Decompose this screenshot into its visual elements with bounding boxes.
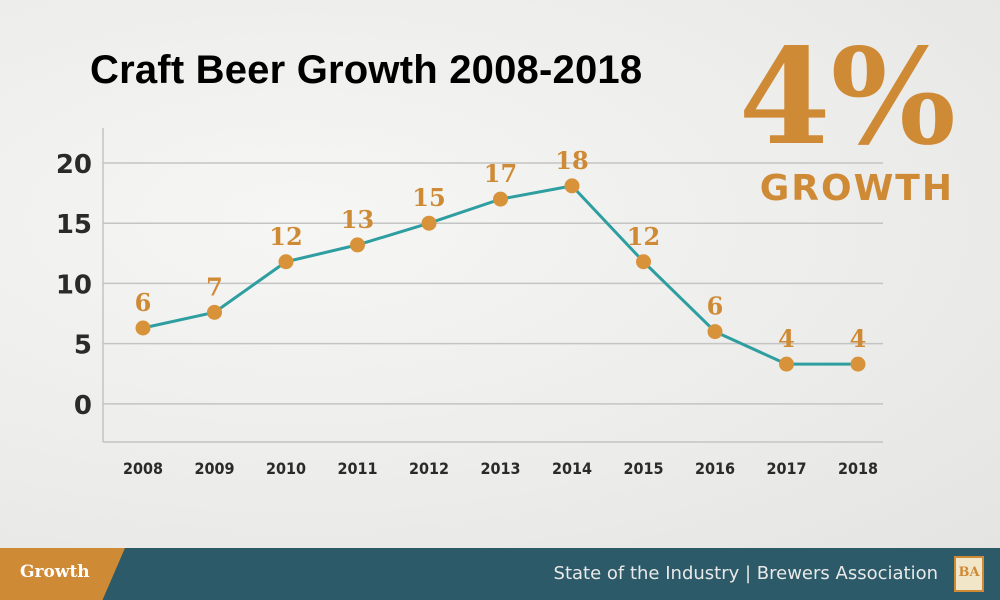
footer-credit: State of the Industry | Brewers Associat…	[553, 563, 938, 584]
data-point	[636, 254, 651, 270]
x-tick-label: 2015	[623, 459, 663, 478]
footer-bar: Growth State of the Industry | Brewers A…	[0, 548, 1000, 600]
background	[0, 0, 1000, 548]
x-tick-label: 2012	[409, 459, 449, 478]
x-tick-label: 2013	[480, 459, 520, 478]
data-label: 7	[206, 272, 223, 301]
data-label: 12	[627, 222, 660, 251]
data-label: 13	[341, 205, 374, 234]
data-label: 6	[135, 288, 152, 317]
data-label: 18	[555, 146, 588, 175]
y-tick-label: 10	[56, 270, 92, 300]
footer-section-tab: Growth	[0, 548, 125, 600]
growth-percentage: 4%	[738, 20, 956, 175]
data-point	[135, 320, 151, 336]
data-point	[350, 237, 365, 253]
growth-label: GROWTH	[759, 168, 954, 209]
data-label: 15	[412, 183, 445, 212]
data-label: 17	[484, 159, 517, 188]
data-point	[493, 191, 508, 207]
x-tick-label: 2011	[337, 459, 377, 478]
y-tick-label: 20	[56, 150, 92, 180]
x-tick-label: 2010	[266, 459, 306, 478]
data-point	[421, 215, 437, 231]
data-label: 6	[707, 292, 724, 321]
data-point	[564, 178, 580, 194]
data-point	[850, 356, 866, 372]
line-chart: 0 5 10 15 20 2008 2009 2010 2011 2012 2013 2014 2015…	[56, 128, 883, 478]
data-label: 12	[269, 222, 302, 251]
series-line	[142, 184, 858, 366]
x-tick-label: 2014	[552, 459, 592, 478]
chart-title: Craft Beer Growth 2008-2018	[90, 48, 643, 92]
data-label: 4	[850, 324, 867, 353]
data-point	[779, 356, 794, 372]
data-point	[707, 324, 723, 340]
data-point	[207, 304, 222, 320]
x-tick-label: 2009	[194, 459, 234, 478]
x-tick-label: 2016	[695, 459, 735, 478]
footer-section-label: Growth	[20, 562, 90, 582]
y-tick-label: 15	[56, 210, 92, 240]
x-tick-label: 2018	[838, 459, 878, 478]
y-tick-label: 5	[74, 331, 92, 361]
x-tick-label: 2017	[766, 459, 806, 478]
y-tick-label: 0	[74, 391, 92, 421]
data-label: 4	[778, 324, 795, 353]
data-point	[278, 254, 294, 270]
x-tick-label: 2008	[123, 459, 163, 478]
brewers-association-logo-icon: BA	[954, 556, 984, 592]
